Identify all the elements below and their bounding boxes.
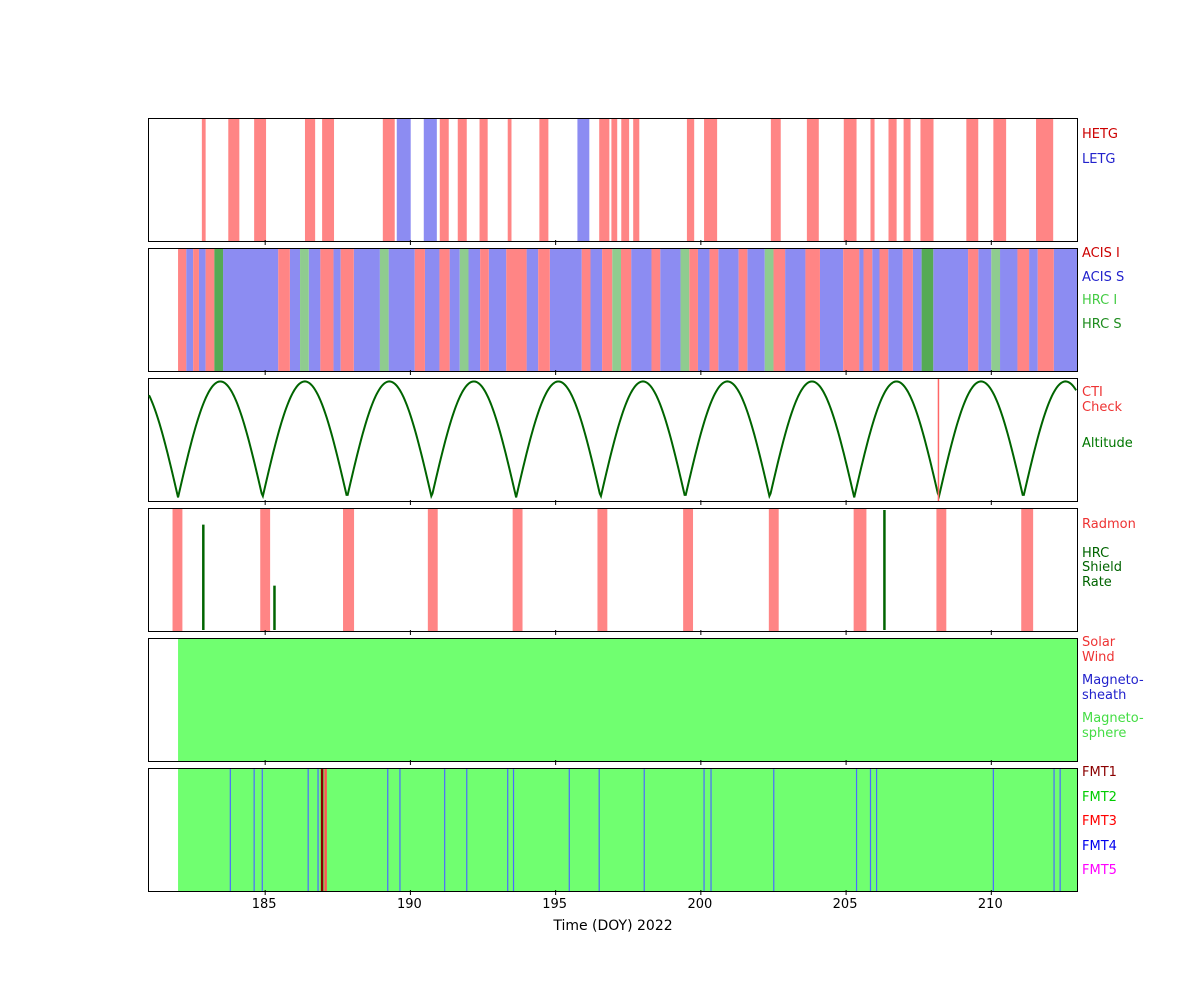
x-tick-label: 205 — [832, 897, 858, 912]
legend-altitude: CTI Check Altitude — [1082, 385, 1194, 474]
legend-instruments: ACIS I ACIS S HRC I HRC S — [1082, 246, 1194, 341]
legend-label-fmt1: FMT1 — [1082, 765, 1117, 780]
panel-plot-region — [178, 639, 1077, 765]
legend-radmon: Radmon HRC Shield Rate — [1082, 517, 1194, 604]
legend-label-hrc-s: HRC S — [1082, 316, 1122, 332]
legend-telemetry: FMT1 FMT2 FMT3 FMT4 FMT5 — [1082, 765, 1194, 889]
panel-gratings — [148, 118, 1078, 245]
legend-label-fmt4: FMT4 — [1082, 838, 1117, 854]
panel-radmon — [148, 508, 1078, 635]
legend-label-magnetosphere: Magneto- sphere — [1082, 711, 1144, 741]
panel-altitude — [148, 378, 1078, 505]
panel-region — [148, 638, 1078, 765]
x-tick-label: 195 — [542, 897, 568, 912]
legend-label-solar-wind: Solar Wind — [1082, 635, 1116, 665]
panel-plot-orbit — [148, 379, 1077, 505]
panel-instruments — [148, 248, 1078, 375]
legend-label-acis-i: ACIS I — [1082, 246, 1120, 261]
legend-label-hrc-i: HRC I — [1082, 293, 1118, 309]
legend-label-hrc-shield-rate: HRC Shield Rate — [1082, 545, 1122, 590]
x-axis-ticks: 185 190 195 200 205 210 — [148, 897, 1076, 915]
legend-label-hetg: HETG — [1082, 127, 1119, 142]
x-tick-label: 185 — [251, 897, 277, 912]
legend-label-acis-s: ACIS S — [1082, 269, 1125, 285]
panel-plot-telemetry — [178, 769, 1077, 895]
legend-label-letg: LETG — [1082, 151, 1116, 167]
x-tick-label: 200 — [687, 897, 713, 912]
legend-label-cti-check: CTI Check — [1082, 385, 1122, 415]
legend-label-altitude: Altitude — [1082, 436, 1133, 452]
panel-plot-instruments — [178, 249, 1077, 375]
legend-label-radmon: Radmon — [1082, 517, 1136, 532]
x-tick-label: 190 — [396, 897, 422, 912]
legend-label-fmt2: FMT2 — [1082, 789, 1117, 805]
x-axis-label: Time (DOY) 2022 — [553, 918, 673, 934]
legend-label-magnetosheath: Magneto- sheath — [1082, 673, 1144, 703]
legend-gratings: HETG LETG — [1082, 127, 1194, 177]
legend-region: Solar Wind Magneto- sheath Magneto- sphe… — [1082, 635, 1194, 750]
legend-label-fmt5: FMT5 — [1082, 863, 1117, 879]
panel-plot-radiation — [172, 509, 1034, 635]
x-tick-label: 210 — [977, 897, 1003, 912]
legend-label-fmt3: FMT3 — [1082, 814, 1117, 830]
panel-plot-gratings — [201, 119, 1054, 245]
panel-telemetry — [148, 768, 1078, 895]
